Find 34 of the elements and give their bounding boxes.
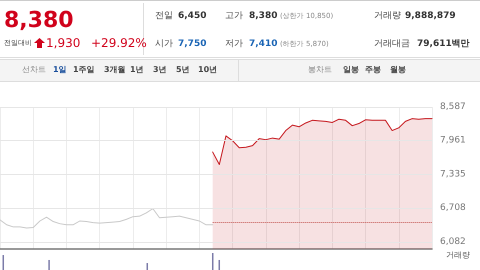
text: 79,611백만 — [417, 39, 470, 49]
y-axis-title: 거래량 — [446, 250, 470, 260]
text: 3개월 — [104, 65, 126, 74]
text: 전일 — [155, 11, 173, 21]
text: 5년 — [176, 65, 190, 74]
text: 저가 — [225, 39, 243, 49]
y-tick-label: 7,961 — [440, 136, 466, 146]
text: 1주일 — [73, 65, 95, 74]
y-tick-label: 7,335 — [440, 169, 466, 180]
text: 일봉 — [343, 65, 359, 74]
text: 10년 — [198, 65, 218, 74]
text: 7,410 — [249, 39, 278, 49]
y-tick-label: 6,708 — [440, 203, 466, 214]
text: 1,930 — [46, 36, 80, 50]
text: 선차트 — [22, 65, 46, 74]
y-tick-label: 8,587 — [440, 102, 466, 112]
text: 주봉 — [365, 65, 381, 74]
y-tick-label: 6,082 — [440, 236, 466, 247]
text: 8,380 — [4, 8, 74, 33]
text: 시가 — [155, 39, 173, 49]
text: 월봉 — [390, 65, 406, 74]
text: 거래대금 — [374, 39, 410, 49]
text: 고가 — [225, 11, 243, 21]
text: 1일 — [53, 65, 67, 74]
text: 3년 — [153, 65, 167, 74]
line-series — [0, 208, 214, 228]
text: 6,450 — [178, 11, 206, 21]
text: 봉차트 — [308, 65, 332, 74]
text: 9,888,879 — [405, 11, 456, 21]
text: 7,750 — [178, 39, 206, 49]
text: +29.92% — [91, 36, 147, 50]
text: 8,380 — [249, 11, 278, 21]
text: 1년 — [130, 65, 144, 74]
text: 거래량 — [374, 11, 401, 21]
